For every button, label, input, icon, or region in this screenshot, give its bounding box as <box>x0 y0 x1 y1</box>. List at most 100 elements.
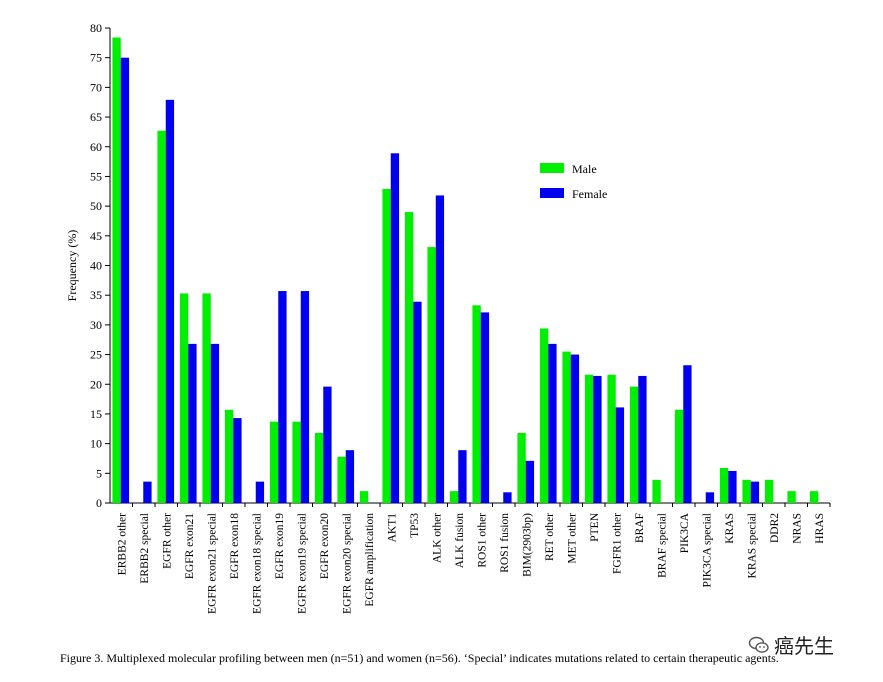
y-tick-label: 40 <box>90 259 102 273</box>
y-tick-label: 80 <box>90 21 102 35</box>
x-tick-label: ALK other <box>431 513 443 563</box>
legend-label-male: Male <box>572 162 597 176</box>
bar-male <box>179 293 189 503</box>
x-tick-label: DDR2 <box>769 513 781 543</box>
bar-male <box>607 374 616 503</box>
bar-male <box>472 305 481 503</box>
bar-female <box>120 57 130 503</box>
bar-female <box>413 301 422 503</box>
bar-female <box>300 291 310 503</box>
y-tick-label: 5 <box>96 466 102 480</box>
bar-female <box>638 375 647 503</box>
y-tick-label: 35 <box>90 288 102 302</box>
bar-male <box>292 421 301 503</box>
y-tick-label: 25 <box>90 348 102 362</box>
y-tick-label: 55 <box>90 169 102 183</box>
bar-male <box>224 409 234 503</box>
x-tick-label: FGFR1 other <box>611 513 623 574</box>
bar-female <box>683 365 692 503</box>
bar-male <box>652 479 661 503</box>
x-tick-label: EGFR exon21 special <box>206 513 218 614</box>
x-tick-label: HRAS <box>814 513 826 544</box>
bar-male <box>359 491 369 503</box>
figure-caption: Figure 3. Multiplexed molecular profilin… <box>60 651 779 665</box>
x-tick-label: BIM(2903bp) <box>521 513 533 577</box>
x-tick-label: ROS1 fusion <box>499 513 511 573</box>
bar-female <box>278 291 287 503</box>
x-tick-label: EGFR exon18 <box>229 513 241 579</box>
bar-male <box>427 247 436 503</box>
plot-area: 0 5 10 15 20 25 30 35 40 45 50 55 60 65 70 75 80 Frequenc… <box>65 21 831 614</box>
bar-male <box>809 491 819 503</box>
bar-male <box>517 432 526 503</box>
x-tick-label: EGFR exon19 special <box>296 513 308 614</box>
bar-male <box>629 386 639 503</box>
x-tick-label: AKT1 <box>386 513 398 543</box>
bar-female <box>480 312 490 503</box>
x-tick-label: EGFR exon18 special <box>251 513 263 614</box>
bar-male <box>314 432 324 503</box>
bar-chart: 0 5 10 15 20 25 30 35 40 45 50 55 60 65 70 75 80 Frequenc… <box>65 21 831 614</box>
x-tick-label: EGFR exon20 special <box>341 513 353 614</box>
y-tick-label: 20 <box>90 377 102 391</box>
x-tick-label: BRAF special <box>656 513 668 578</box>
x-tick-label: ROS1 other <box>476 513 488 568</box>
bar-female <box>750 481 760 503</box>
bar-female <box>525 460 535 503</box>
legend-swatch-male <box>540 163 564 173</box>
bar-male <box>449 491 459 503</box>
bar-male <box>157 130 166 503</box>
legend-swatch-female <box>540 188 564 198</box>
y-tick-label: 50 <box>90 199 102 213</box>
bar-female <box>143 481 152 503</box>
y-tick-label: 10 <box>90 437 102 451</box>
legend-label-female: Female <box>572 187 607 201</box>
x-tick-label: NRAS <box>791 513 803 544</box>
y-tick-label: 70 <box>90 80 102 94</box>
x-tick-label: EGFR exon20 <box>319 513 331 579</box>
x-tick-label: KRAS <box>724 513 736 544</box>
bar-female <box>210 343 220 503</box>
bar-female <box>323 386 332 503</box>
bar-male <box>719 467 729 503</box>
x-tick-label: ERBB2 special <box>139 513 151 584</box>
bar-female <box>233 418 242 503</box>
bar-male <box>787 491 796 503</box>
bar-male <box>269 421 279 503</box>
bar-female <box>705 492 715 503</box>
x-tick-label: BRAF <box>634 513 646 543</box>
bar-female <box>728 470 737 503</box>
bar-male <box>674 409 684 503</box>
x-tick-label: MET other <box>566 513 578 564</box>
x-tick-label: EGFR exon21 <box>184 513 196 579</box>
x-tick-label: EGFR other <box>161 513 173 569</box>
watermark-text: 癌先生 <box>774 634 834 658</box>
x-tick-label: PIK3CA special <box>701 513 713 587</box>
bar-female <box>188 343 197 503</box>
x-tick-label: KRAS special <box>746 513 758 578</box>
bar-male <box>539 328 549 503</box>
wechat-logo-icon <box>748 636 769 653</box>
y-tick-label: 45 <box>90 229 102 243</box>
bar-female <box>503 492 512 503</box>
y-tick-label: 0 <box>96 496 102 510</box>
bar-female <box>165 99 175 503</box>
bar-male <box>202 293 211 503</box>
bar-male <box>764 479 774 503</box>
y-tick-label: 65 <box>90 110 102 124</box>
bar-female <box>570 354 580 503</box>
bar-female <box>458 450 467 503</box>
x-tick-label: PTEN <box>589 512 601 541</box>
bar-male <box>337 456 346 503</box>
watermark: 癌先生 <box>748 630 834 659</box>
bar-male <box>112 37 121 503</box>
y-tick-label: 15 <box>90 407 102 421</box>
bar-male <box>382 188 391 503</box>
x-tick-label: TP53 <box>409 513 421 538</box>
x-tick-label: ERBB2 other <box>116 513 128 575</box>
x-tick-label: EGFR exon19 <box>274 513 286 579</box>
x-tick-label: RET other <box>544 513 556 561</box>
bar-female <box>390 153 400 503</box>
bar-male <box>742 479 751 503</box>
bar-male <box>404 212 414 503</box>
